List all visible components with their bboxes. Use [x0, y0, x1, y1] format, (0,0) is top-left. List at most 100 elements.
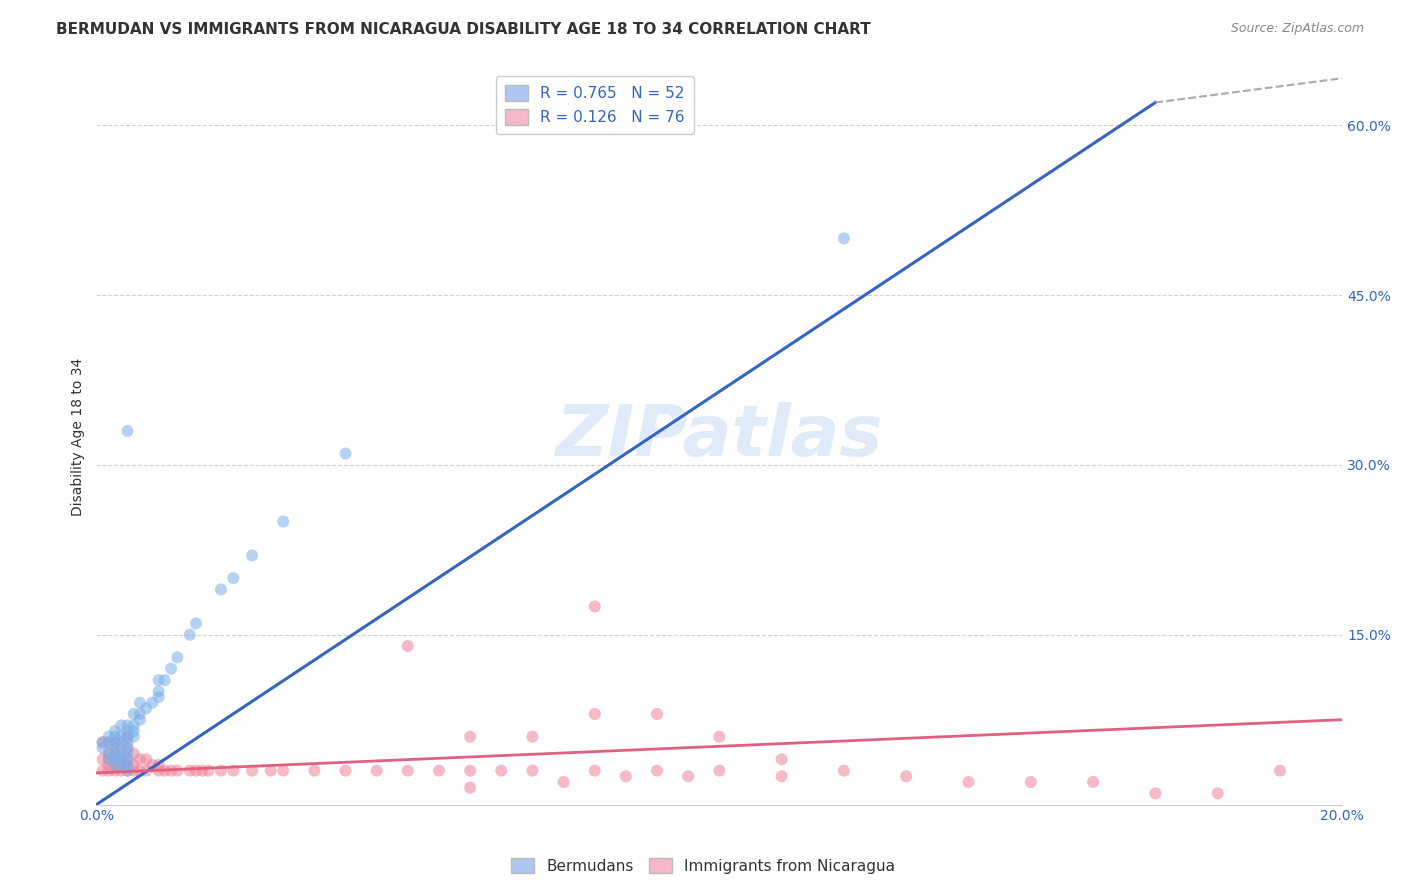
Point — [97, 764, 120, 778]
Point — [129, 764, 152, 778]
Point — [709, 764, 731, 778]
Point — [141, 696, 163, 710]
Point — [957, 775, 980, 789]
Point — [335, 764, 357, 778]
Point — [97, 747, 120, 761]
Point — [104, 758, 127, 772]
Point — [97, 752, 120, 766]
Point — [522, 730, 544, 744]
Point — [122, 764, 145, 778]
Point — [770, 769, 793, 783]
Point — [104, 758, 127, 772]
Point — [304, 764, 326, 778]
Text: Source: ZipAtlas.com: Source: ZipAtlas.com — [1230, 22, 1364, 36]
Point — [122, 730, 145, 744]
Point — [676, 769, 699, 783]
Point — [770, 752, 793, 766]
Point — [117, 747, 139, 761]
Point — [104, 752, 127, 766]
Point — [117, 730, 139, 744]
Point — [148, 690, 170, 704]
Point — [97, 735, 120, 749]
Point — [104, 741, 127, 756]
Point — [141, 758, 163, 772]
Point — [110, 730, 132, 744]
Point — [117, 741, 139, 756]
Point — [104, 747, 127, 761]
Point — [110, 758, 132, 772]
Point — [110, 752, 132, 766]
Point — [222, 764, 245, 778]
Point — [117, 758, 139, 772]
Point — [97, 735, 120, 749]
Point — [148, 684, 170, 698]
Point — [91, 735, 114, 749]
Point — [614, 769, 637, 783]
Text: BERMUDAN VS IMMIGRANTS FROM NICARAGUA DISABILITY AGE 18 TO 34 CORRELATION CHART: BERMUDAN VS IMMIGRANTS FROM NICARAGUA DI… — [56, 22, 870, 37]
Point — [122, 724, 145, 739]
Legend: Bermudans, Immigrants from Nicaragua: Bermudans, Immigrants from Nicaragua — [505, 852, 901, 880]
Text: ZIPatlas: ZIPatlas — [555, 402, 883, 471]
Point — [583, 764, 606, 778]
Point — [129, 713, 152, 727]
Point — [148, 764, 170, 778]
Point — [832, 764, 855, 778]
Point — [153, 673, 176, 687]
Point — [91, 752, 114, 766]
Point — [1144, 786, 1167, 800]
Point — [117, 724, 139, 739]
Point — [110, 758, 132, 772]
Legend: R = 0.765   N = 52, R = 0.126   N = 76: R = 0.765 N = 52, R = 0.126 N = 76 — [496, 76, 693, 134]
Point — [117, 730, 139, 744]
Point — [184, 764, 207, 778]
Point — [122, 706, 145, 721]
Point — [366, 764, 388, 778]
Point — [335, 446, 357, 460]
Point — [832, 231, 855, 245]
Point — [1081, 775, 1104, 789]
Point — [427, 764, 450, 778]
Point — [260, 764, 283, 778]
Point — [148, 673, 170, 687]
Point — [110, 735, 132, 749]
Point — [117, 764, 139, 778]
Point — [553, 775, 575, 789]
Point — [104, 730, 127, 744]
Point — [1019, 775, 1042, 789]
Point — [645, 764, 668, 778]
Point — [135, 752, 157, 766]
Point — [117, 758, 139, 772]
Point — [97, 730, 120, 744]
Point — [104, 764, 127, 778]
Point — [209, 582, 232, 597]
Point — [110, 764, 132, 778]
Point — [117, 741, 139, 756]
Point — [97, 747, 120, 761]
Point — [1268, 764, 1291, 778]
Point — [117, 718, 139, 732]
Point — [117, 735, 139, 749]
Point — [160, 764, 183, 778]
Point — [91, 764, 114, 778]
Point — [91, 741, 114, 756]
Point — [271, 515, 294, 529]
Point — [104, 752, 127, 766]
Point — [1206, 786, 1229, 800]
Point — [271, 764, 294, 778]
Point — [896, 769, 918, 783]
Point — [110, 752, 132, 766]
Point — [458, 780, 481, 795]
Point — [191, 764, 214, 778]
Point — [91, 735, 114, 749]
Point — [104, 735, 127, 749]
Point — [129, 752, 152, 766]
Point — [645, 706, 668, 721]
Point — [97, 758, 120, 772]
Point — [166, 764, 188, 778]
Point — [122, 718, 145, 732]
Point — [396, 639, 419, 653]
Point — [396, 764, 419, 778]
Point — [458, 730, 481, 744]
Point — [522, 764, 544, 778]
Point — [117, 424, 139, 438]
